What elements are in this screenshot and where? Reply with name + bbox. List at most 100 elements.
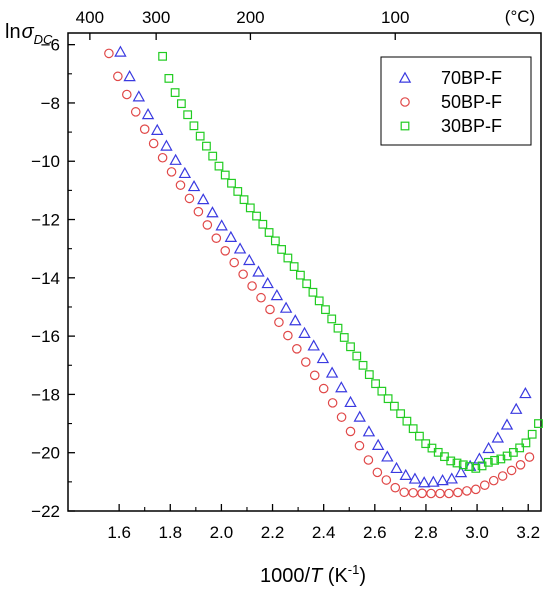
x-axis-label-close: ) xyxy=(359,565,366,587)
data-point xyxy=(399,487,410,498)
data-point xyxy=(479,480,490,491)
data-point xyxy=(333,323,343,333)
x-tick-label: 2.4 xyxy=(312,523,336,542)
data-point xyxy=(308,287,318,297)
top-tick-label: 200 xyxy=(236,8,264,27)
data-point xyxy=(408,424,418,434)
data-point xyxy=(408,487,418,498)
data-point xyxy=(383,394,393,404)
data-point xyxy=(371,438,385,450)
data-point xyxy=(170,88,180,97)
series-30BP-F xyxy=(158,51,543,473)
data-point xyxy=(151,123,164,135)
data-point xyxy=(452,458,462,468)
data-point xyxy=(316,351,330,364)
data-point xyxy=(473,452,486,464)
data-point xyxy=(515,443,525,453)
data-point xyxy=(417,488,427,499)
data-point xyxy=(336,412,347,422)
data-point xyxy=(300,357,311,367)
x-axis-label-variable: T xyxy=(310,565,324,587)
data-point xyxy=(202,141,211,151)
x-axis-label: 1000/T (K-1) xyxy=(260,562,366,587)
data-point xyxy=(160,139,173,151)
data-point xyxy=(256,292,266,303)
data-point xyxy=(227,178,236,188)
data-point xyxy=(521,438,531,448)
data-point xyxy=(327,314,337,324)
data-point xyxy=(471,463,481,473)
y-axis-ticks: −22 −20 −18 −16 −14 −12 −10 −8 −6 xyxy=(31,36,75,521)
y-tick-label: −6 xyxy=(41,36,60,55)
data-point xyxy=(113,71,123,82)
data-point xyxy=(381,475,392,485)
data-point xyxy=(202,220,213,230)
data-point xyxy=(211,233,222,243)
data-point xyxy=(139,124,150,134)
data-point xyxy=(141,108,155,120)
top-celsius-axis: 400 300 200 100 xyxy=(76,8,409,40)
data-point xyxy=(381,450,394,462)
data-point xyxy=(408,472,422,484)
data-point xyxy=(335,381,348,393)
data-point xyxy=(197,193,210,205)
top-tick-label: 400 xyxy=(76,8,104,27)
legend-marker-30BP-F xyxy=(400,121,410,131)
legend-items: 70BP-F 50BP-F 30BP-F xyxy=(398,68,502,136)
top-tick-label: 100 xyxy=(381,8,409,27)
data-point xyxy=(490,455,499,465)
data-point xyxy=(363,455,374,465)
y-tick-label: −14 xyxy=(31,269,60,288)
data-point xyxy=(427,475,440,487)
data-point xyxy=(166,167,177,177)
data-point xyxy=(509,402,523,414)
data-point xyxy=(158,51,168,61)
data-point xyxy=(229,257,239,268)
data-point xyxy=(270,236,280,246)
data-point xyxy=(497,471,508,481)
data-point xyxy=(243,253,256,266)
data-point xyxy=(396,409,406,419)
y-axis-label-ln: ln xyxy=(5,21,21,43)
data-point xyxy=(519,386,532,399)
data-point xyxy=(482,441,495,454)
data-point xyxy=(444,488,454,499)
data-point xyxy=(314,296,324,306)
data-point xyxy=(296,270,305,280)
plot-frame xyxy=(67,32,542,512)
data-point xyxy=(277,245,287,254)
data-point xyxy=(184,193,195,204)
x-tick-label: 2.6 xyxy=(363,523,387,542)
data-point xyxy=(402,416,412,426)
x-tick-label: 2.8 xyxy=(414,523,438,542)
data-point xyxy=(289,314,302,326)
data-point xyxy=(458,460,468,470)
data-point xyxy=(345,426,356,437)
data-point xyxy=(426,488,436,499)
data-point xyxy=(421,439,431,449)
data-point xyxy=(289,262,299,271)
legend-marker-70BP-F xyxy=(398,71,412,83)
x-tick-label: 1.8 xyxy=(158,523,182,542)
data-point xyxy=(483,457,493,467)
data-point xyxy=(220,170,230,180)
data-point xyxy=(233,187,243,196)
x-tick-label: 2.0 xyxy=(210,523,234,542)
x-axis-label-prefix: 1000/ xyxy=(260,565,310,587)
data-point xyxy=(245,203,255,213)
data-point xyxy=(344,395,357,408)
data-point xyxy=(435,488,445,499)
top-axis-unit: (°C) xyxy=(505,7,535,26)
y-tick-label: −20 xyxy=(31,444,60,463)
data-point xyxy=(148,138,159,149)
data-point xyxy=(453,487,463,498)
data-point xyxy=(321,305,330,315)
legend-marker-50BP-F xyxy=(400,97,410,107)
data-point xyxy=(292,344,302,354)
data-point xyxy=(471,484,481,495)
data-point xyxy=(390,482,401,493)
x-axis-label-exponent: -1 xyxy=(348,562,360,577)
legend: 70BP-F 50BP-F 30BP-F xyxy=(380,56,532,146)
data-point xyxy=(371,379,380,389)
data-point xyxy=(157,152,168,163)
